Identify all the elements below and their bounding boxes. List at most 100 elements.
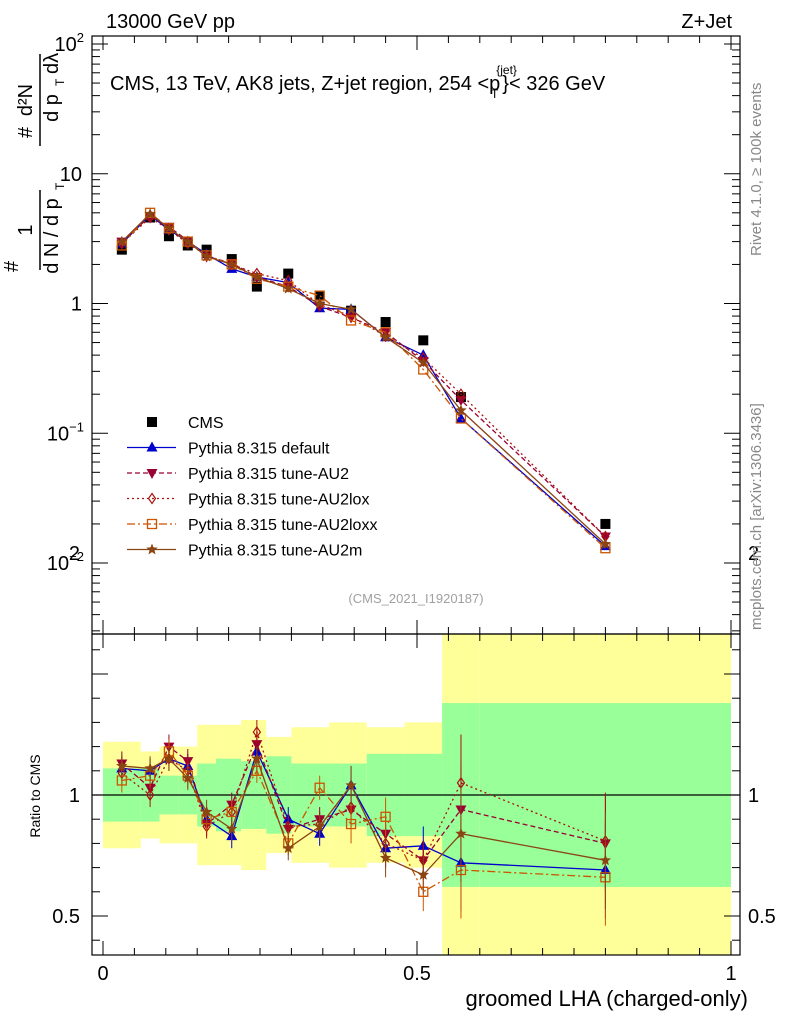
x-tick-label: 1 — [725, 963, 736, 985]
lower-panel: 0 0.5 1 2 2 1 1 0.5 0.5 — [52, 543, 776, 985]
y-tick-label-right: 1 — [748, 785, 759, 807]
svg-text:Rivet 4.1.0, ≥ 100k events: Rivet 4.1.0, ≥ 100k events — [748, 83, 765, 256]
legend-label: CMS — [188, 415, 224, 432]
x-axis-label: groomed LHA (charged-only) — [466, 986, 748, 1011]
y-tick-label-left: 1 — [69, 785, 80, 807]
legend-entry-5: Pythia 8.315 tune-AU2m — [127, 543, 362, 560]
y-axis-label-upper-frac2: d²N d p T dλ — [15, 53, 67, 146]
svg-text:#: # — [1, 260, 23, 272]
upper-panel: 102 10 1 10−1 10−2 — [47, 30, 741, 635]
legend-marker — [147, 417, 157, 427]
point-5-6 — [251, 271, 263, 282]
series-5 — [116, 207, 612, 549]
point-5-11 — [417, 356, 429, 368]
y-axis-label-upper-hash2: # — [15, 126, 37, 138]
ratio-point-5-0 — [116, 760, 128, 771]
svg-text:Ratio to CMS: Ratio to CMS — [27, 754, 43, 837]
ratio-line-2 — [121, 742, 606, 862]
point-0-10 — [380, 317, 391, 328]
legend-marker — [147, 492, 157, 505]
point-5-5 — [226, 258, 238, 270]
ratio-point-3-4 — [202, 820, 211, 833]
series-line-2 — [121, 215, 606, 537]
y-tick-label: 1 — [71, 294, 82, 316]
ratio-point-5-1 — [144, 762, 156, 774]
legend-marker — [146, 543, 158, 555]
ratio-line-3 — [121, 729, 606, 862]
svg-text:dλ: dλ — [41, 53, 63, 74]
ratio-point-5-2 — [163, 752, 175, 764]
svg-text:T: T — [53, 182, 67, 190]
ratio-point-5-3 — [182, 772, 194, 783]
legend-entry-0: CMS — [147, 415, 224, 432]
point-0-6 — [251, 281, 262, 292]
ratio-point-5-5 — [226, 822, 238, 834]
y-tick-label-right: 2 — [748, 543, 759, 565]
series-line-5 — [121, 213, 606, 545]
y-tick-label-right: 0.5 — [748, 906, 776, 928]
legend-label: Pythia 8.315 tune-AU2lox — [188, 492, 369, 509]
legend-marker — [146, 469, 158, 479]
svg-text:d²N: d²N — [15, 84, 37, 116]
point-5-12 — [455, 404, 467, 416]
point-5-8 — [314, 297, 326, 309]
point-0-7 — [283, 268, 294, 279]
y-tick-label: 102 — [55, 30, 84, 56]
ratio-series-5 — [116, 746, 612, 909]
y-axis-label-upper: # — [1, 260, 23, 272]
point-5-9 — [345, 303, 357, 315]
legend: CMS Pythia 8.315 default Pythia 8.315 tune… — [127, 415, 377, 560]
y-tick-label: 10 — [60, 164, 82, 186]
ratio-point-5-9 — [345, 779, 357, 791]
ratio-point-5-7 — [282, 842, 294, 854]
ratio-point-4-9 — [345, 818, 357, 830]
legend-entry-4: Pythia 8.315 tune-AU2loxx — [127, 517, 377, 534]
point-3-12 — [456, 388, 466, 401]
legend-entry-2: Pythia 8.315 tune-AU2 — [127, 466, 349, 483]
ratio-point-5-4 — [200, 805, 213, 817]
ratio-point-5-11 — [417, 868, 429, 880]
svg-text:1: 1 — [15, 224, 37, 235]
ratio-point-5-6 — [251, 752, 263, 764]
ratio-point-4-10 — [380, 811, 391, 822]
point-4-9 — [345, 315, 357, 326]
ratio-point-5-8 — [314, 820, 326, 832]
legend-marker — [146, 441, 158, 452]
y-tick-label: 10−1 — [47, 419, 84, 445]
point-0-2 — [163, 231, 174, 242]
svg-text:d p: d p — [41, 94, 63, 122]
side-label-mcplots: mcplots.cern.ch [arXiv:1306.3436] — [748, 403, 765, 630]
point-5-4 — [200, 250, 213, 262]
point-5-2 — [163, 222, 175, 234]
point-0-8 — [314, 290, 325, 301]
point-4-12 — [455, 413, 467, 424]
ratio-point-4-8 — [314, 782, 325, 793]
svg-text:d N / d p: d N / d p — [41, 198, 63, 274]
legend-label: Pythia 8.315 tune-AU2 — [188, 466, 349, 483]
x-tick-label: 0 — [97, 963, 108, 985]
point-5-13 — [599, 538, 612, 549]
point-5-0 — [116, 235, 128, 247]
ratio-point-5-10 — [379, 851, 392, 863]
point-2-12 — [455, 396, 467, 407]
ratio-point-3-6 — [252, 726, 262, 739]
point-0-11 — [418, 335, 429, 346]
svg-text:T: T — [53, 78, 67, 86]
y-tick-label-left: 2 — [69, 543, 80, 565]
point-5-7 — [282, 282, 294, 294]
svg-text:mcplots.cern.ch [arXiv:1306.34: mcplots.cern.ch [arXiv:1306.3436] — [748, 403, 765, 630]
x-tick-label: 0.5 — [403, 963, 431, 985]
side-label-rivet: Rivet 4.1.0, ≥ 100k events — [748, 83, 765, 256]
plot-title: CMS, 13 TeV, AK8 jets, Z+jet region, 254… — [110, 63, 606, 101]
y-axis-label-upper-frac1: 1 d N / d p T — [15, 182, 67, 274]
series-line-3 — [121, 216, 606, 537]
legend-label: Pythia 8.315 default — [188, 441, 330, 458]
upper-series — [116, 207, 612, 554]
point-5-1 — [144, 207, 156, 219]
point-1-12 — [455, 412, 467, 423]
header-left: 13000 GeV pp — [106, 11, 235, 33]
ratio-point-2-6 — [251, 740, 263, 751]
ratio-point-4-5 — [226, 806, 237, 818]
ratio-series — [116, 719, 612, 926]
